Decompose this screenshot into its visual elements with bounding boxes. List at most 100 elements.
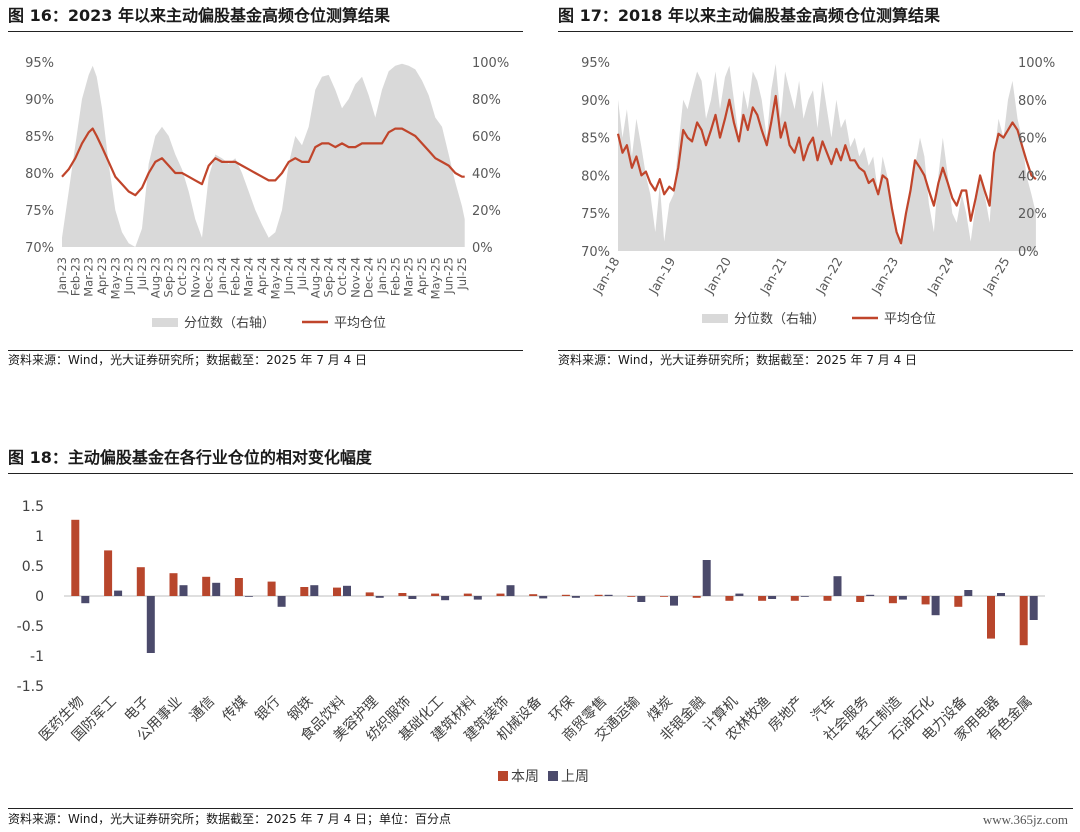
bar-last-week xyxy=(898,596,907,600)
bar-this-week xyxy=(365,592,374,596)
fig16-ytick-right: 0% xyxy=(472,241,493,256)
bar-this-week xyxy=(398,593,407,596)
bar-last-week xyxy=(800,596,809,597)
fig16-xtick: May-24 xyxy=(268,257,282,299)
fig16-xtick: Nov-24 xyxy=(348,257,362,298)
fig18-legend-label-last-week: 上周 xyxy=(561,769,589,785)
bar-last-week xyxy=(81,596,90,604)
bar-last-week xyxy=(931,596,940,616)
fig16-ytick-left: 80% xyxy=(25,167,54,182)
bar-this-week xyxy=(463,593,472,596)
bar-this-week xyxy=(758,596,767,601)
bar-this-week xyxy=(267,581,276,596)
bar-last-week xyxy=(343,585,351,596)
fig16-xtick: Aug-24 xyxy=(308,257,322,298)
bar-last-week xyxy=(964,590,973,596)
watermark: www.365jz.com xyxy=(982,812,1068,827)
fig16-xtick: Apr-25 xyxy=(415,257,429,295)
fig17-xtick: Jan-22 xyxy=(812,254,845,297)
bar-this-week xyxy=(136,567,145,596)
fig16-xtick: May-23 xyxy=(108,257,122,299)
fig17-ytick-right: 0% xyxy=(1018,245,1039,260)
fig18-ytick: -1.5 xyxy=(17,679,44,695)
fig18-category-label: 房地产 xyxy=(766,694,807,735)
bar-last-week xyxy=(735,593,744,596)
fig16-ytick-left: 85% xyxy=(25,130,54,145)
fig17-ytick-left: 70% xyxy=(581,245,610,260)
fig17-title: 图 17：2018 年以来主动偏股基金高频仓位测算结果 xyxy=(558,6,940,25)
fig17-legend-label-average: 平均仓位 xyxy=(884,312,936,327)
fig16-xtick: Aug-23 xyxy=(148,257,162,298)
fig16-xtick: May-25 xyxy=(428,257,442,299)
bar-last-week xyxy=(768,596,777,599)
fig16-ytick-right: 20% xyxy=(472,204,501,219)
fig16-percentile-area xyxy=(62,63,465,247)
bar-this-week xyxy=(71,519,80,596)
bar-this-week xyxy=(790,596,799,601)
fig17-xtick: Jan-21 xyxy=(756,254,789,297)
fig17-xtick: Jan-24 xyxy=(924,254,957,297)
fig17-chart: 95% 90% 85% 80% 75% 70% 100% 80% 60% 40% 20% 0% Jan-… xyxy=(581,56,1055,327)
bar-last-week xyxy=(637,596,646,602)
fig16-ytick-left: 95% xyxy=(25,56,54,71)
fig16-xtick: Dec-23 xyxy=(202,257,216,298)
bar-this-week xyxy=(725,596,734,601)
bar-last-week xyxy=(1029,596,1038,620)
fig16-ytick-left: 75% xyxy=(25,204,54,219)
fig16-source-rule xyxy=(8,350,523,351)
bar-this-week xyxy=(431,593,440,596)
bar-last-week xyxy=(866,594,875,596)
fig17-ytick-right: 60% xyxy=(1018,132,1047,147)
bar-last-week xyxy=(997,593,1005,596)
fig16-xtick: Sep-24 xyxy=(322,257,336,297)
fig16-source: 资料来源：Wind，光大证券研究所；数据截至：2025 年 7 月 4 日 xyxy=(8,353,368,367)
bar-last-week xyxy=(473,596,482,600)
fig18-ytick: 1 xyxy=(35,529,44,545)
bar-last-week xyxy=(375,596,384,598)
bar-last-week xyxy=(212,582,221,596)
fig17-legend-label-percentile: 分位数（右轴） xyxy=(734,312,825,327)
fig18-legend-swatch-last-week xyxy=(548,771,558,781)
fig16-xtick: Feb-23 xyxy=(68,257,82,296)
bar-this-week xyxy=(333,587,341,596)
bar-last-week xyxy=(277,596,286,607)
bar-last-week xyxy=(441,596,450,601)
fig16-xtick: Jan-24 xyxy=(215,257,229,295)
bar-last-week xyxy=(114,590,123,596)
bar-last-week xyxy=(539,596,548,599)
fig16-xtick: Jul-24 xyxy=(295,257,309,291)
fig17-xtick: Jan-23 xyxy=(868,254,901,297)
fig17-ytick-left: 95% xyxy=(581,56,610,71)
bar-this-week xyxy=(594,594,603,596)
fig17-xtick: Jan-19 xyxy=(645,254,678,297)
bar-this-week xyxy=(627,596,636,597)
fig16-xtick: Jul-25 xyxy=(455,257,469,291)
bar-this-week xyxy=(660,596,668,597)
fig16-xtick: Apr-24 xyxy=(255,257,269,295)
bar-this-week xyxy=(234,578,243,596)
fig16-ytick-right: 100% xyxy=(472,56,509,71)
bar-last-week xyxy=(146,596,155,653)
bar-this-week xyxy=(921,596,930,605)
fig16-xtick: Oct-23 xyxy=(175,257,189,296)
bar-last-week xyxy=(670,596,678,606)
fig18-ytick: 1.5 xyxy=(22,499,44,515)
fig18-ytick: -1 xyxy=(30,649,44,665)
bar-this-week xyxy=(202,576,211,596)
bar-this-week xyxy=(954,596,963,607)
fig18-title: 图 18：主动偏股基金在各行业仓位的相对变化幅度 xyxy=(8,448,372,467)
fig16-xtick: Dec-24 xyxy=(362,257,376,298)
bar-last-week xyxy=(571,596,580,598)
bar-this-week xyxy=(561,594,570,596)
fig17-percentile-area xyxy=(618,63,1036,252)
fig17-xtick: Jan-20 xyxy=(701,254,734,297)
fig16-ytick-left: 70% xyxy=(25,241,54,256)
fig16-xtick: Jan-23 xyxy=(55,257,69,295)
fig17-ytick-right: 40% xyxy=(1018,169,1047,184)
fig18-category-label: 银行 xyxy=(252,694,283,725)
fig17-ytick-left: 90% xyxy=(581,94,610,109)
fig17-ytick-left: 75% xyxy=(581,207,610,222)
fig16-legend-label-percentile: 分位数（右轴） xyxy=(184,316,275,331)
fig16-legend-label-average: 平均仓位 xyxy=(334,316,386,331)
